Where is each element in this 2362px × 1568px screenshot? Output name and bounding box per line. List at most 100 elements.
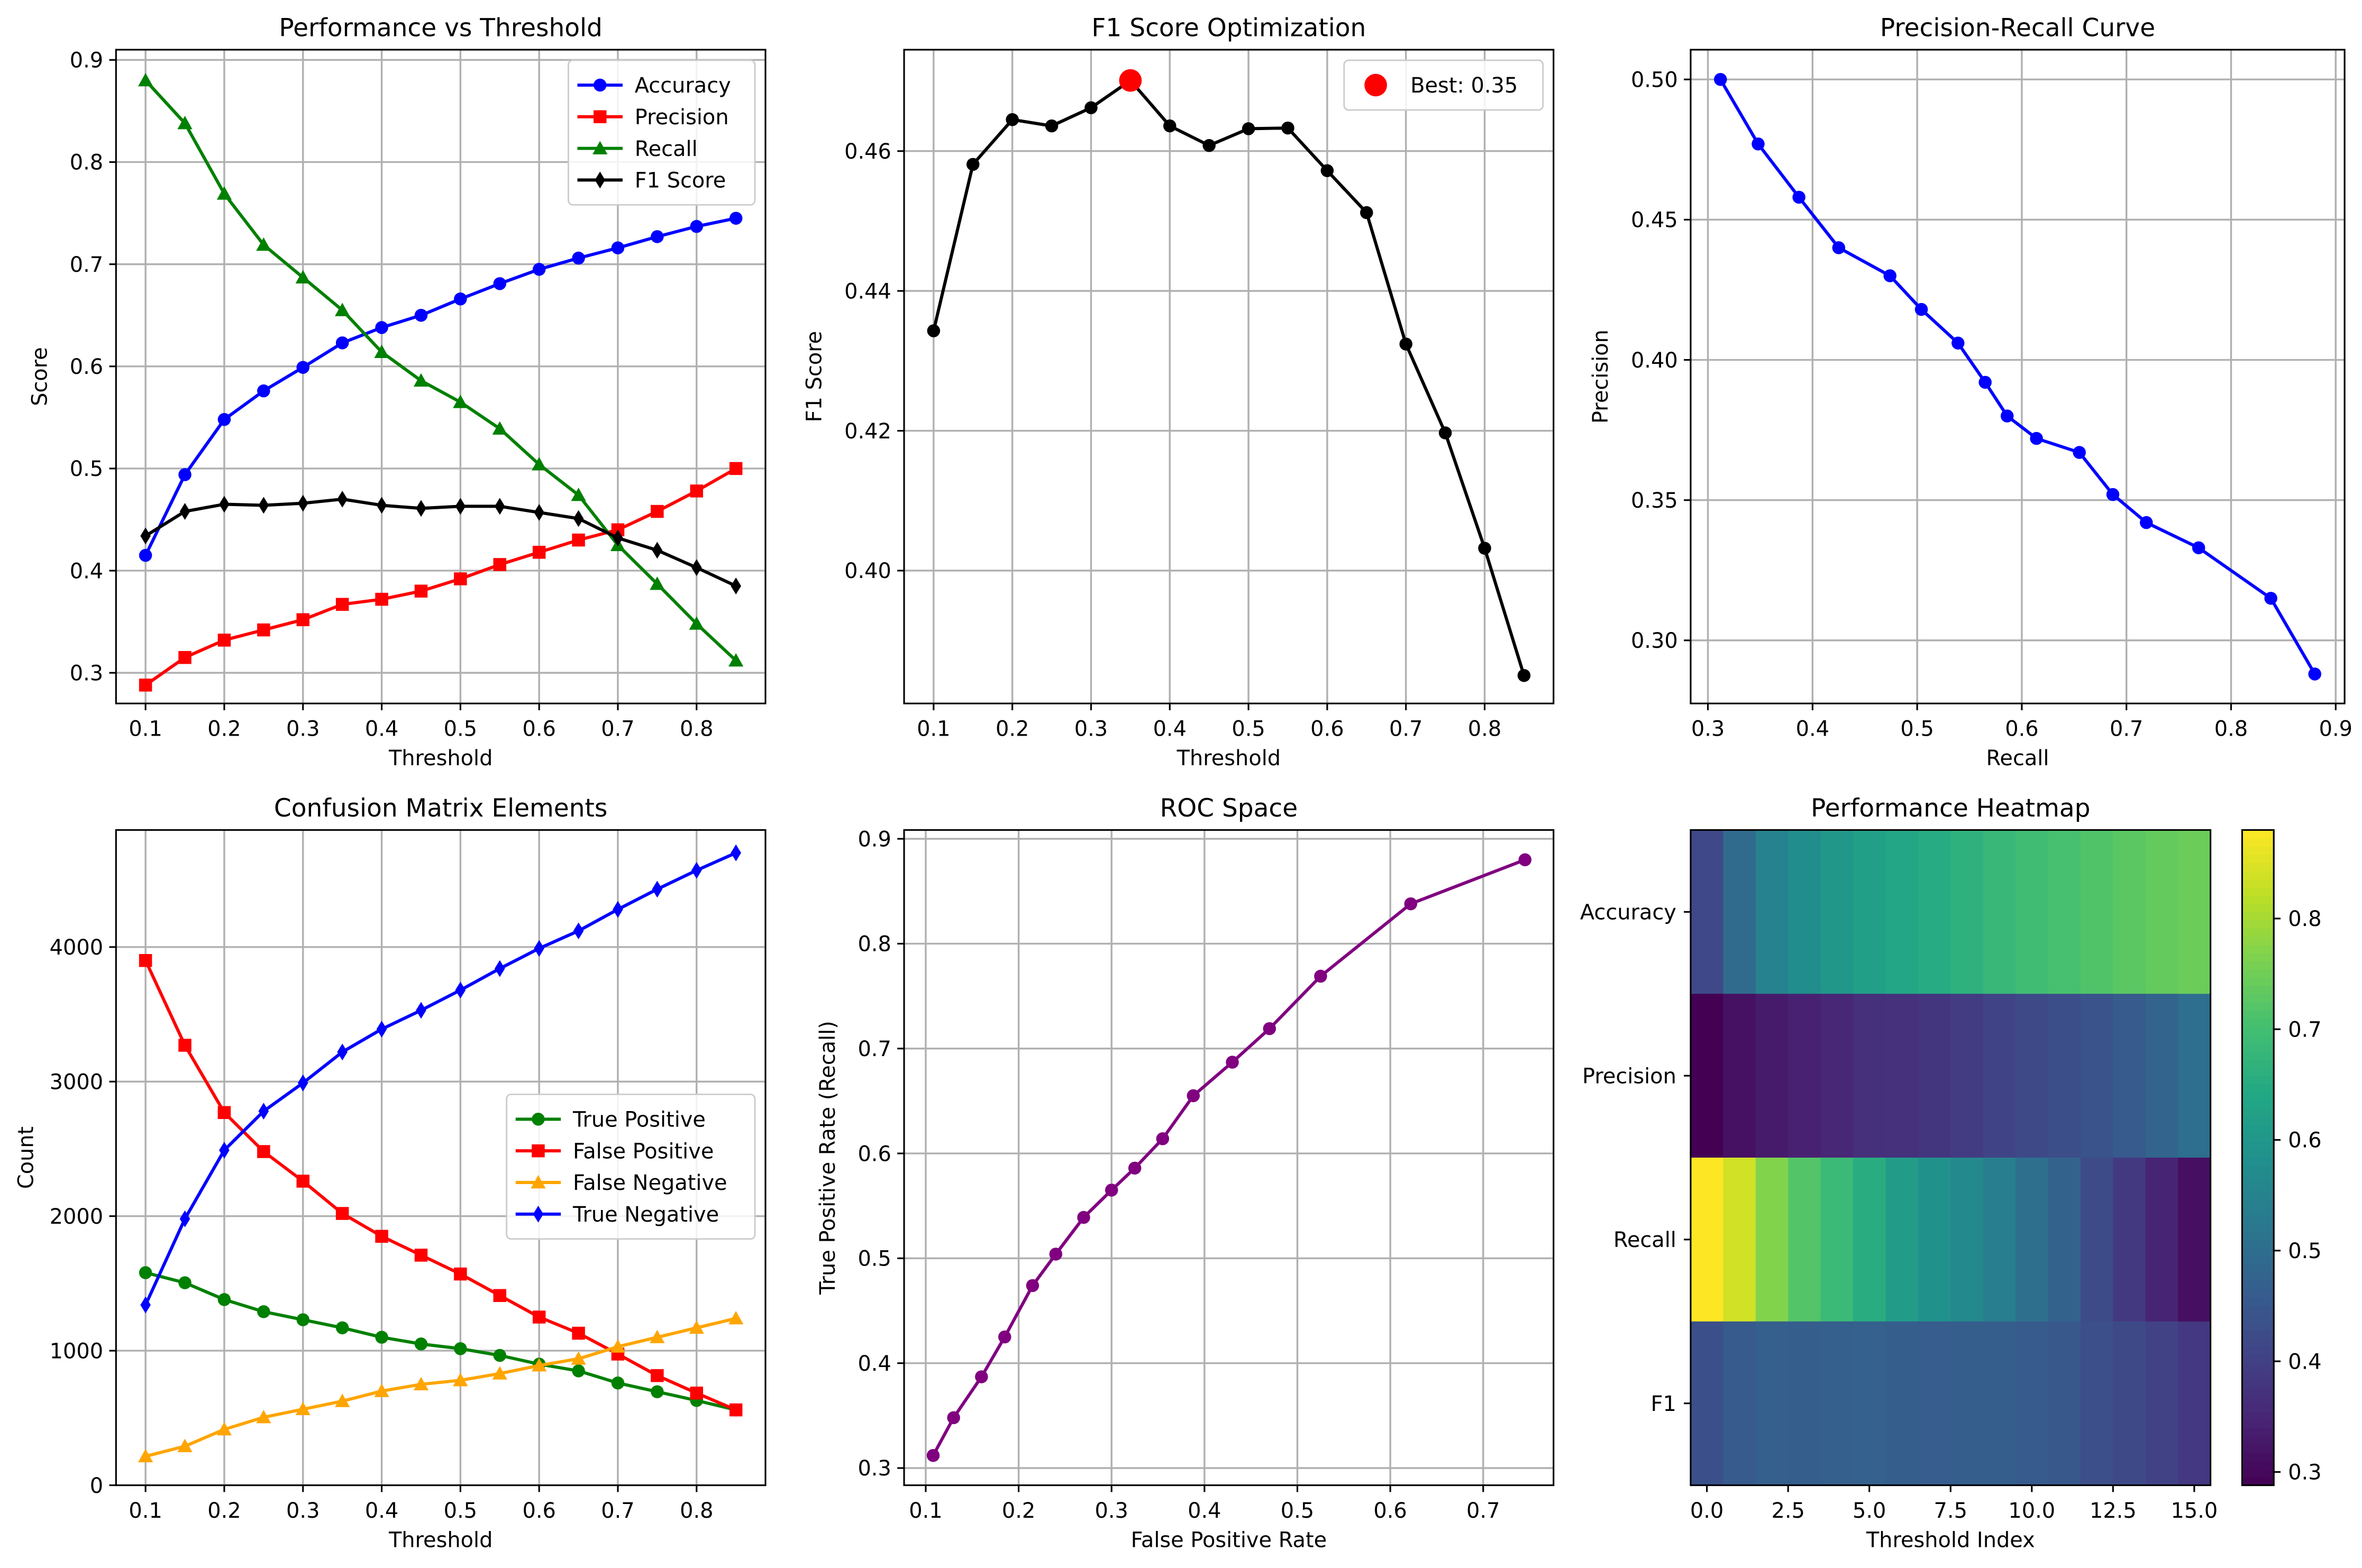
- heatmap-cell: [1853, 1321, 1886, 1486]
- data-point: [690, 1386, 704, 1400]
- data-point: [492, 421, 507, 435]
- x-tick-label: 0.3: [286, 1499, 320, 1523]
- heatmap-cell: [1950, 1321, 1984, 1486]
- heatmap-cell: [1885, 830, 1919, 994]
- data-point: [966, 158, 980, 171]
- data-point: [335, 302, 350, 316]
- x-tick-label: 12.5: [2090, 1499, 2137, 1523]
- colorbar-band: [2242, 985, 2274, 995]
- colorbar-band: [2242, 1231, 2274, 1240]
- colorbar-band: [2242, 903, 2274, 913]
- heatmap-cell: [2178, 994, 2211, 1158]
- legend-label-false-positive: False Positive: [573, 1139, 714, 1163]
- data-point: [296, 613, 309, 627]
- data-point: [178, 1039, 191, 1052]
- x-axis-label: Threshold Index: [1866, 1528, 2035, 1552]
- colorbar-band: [2242, 936, 2274, 946]
- heatmap-cell: [1885, 1321, 1919, 1486]
- data-point: [416, 500, 426, 517]
- colorbar-band: [2242, 1182, 2274, 1191]
- data-point: [374, 1383, 389, 1397]
- data-point: [178, 651, 191, 664]
- y-tick-label: 0: [90, 1474, 103, 1498]
- x-tick-label: 0.5: [1281, 1499, 1314, 1523]
- series-recall: [138, 72, 744, 667]
- colorbar-band: [2242, 863, 2274, 872]
- data-point: [454, 1342, 467, 1355]
- heatmap-cell: [1788, 994, 1821, 1158]
- colorbar-band: [2242, 1010, 2274, 1019]
- colorbar-band: [2242, 895, 2274, 904]
- axes-frame: [903, 49, 1555, 704]
- data-point: [1714, 72, 1727, 86]
- colorbar-band: [2242, 1108, 2274, 1117]
- data-point: [414, 1249, 428, 1262]
- data-point: [454, 572, 467, 585]
- colorbar-tick-label: 0.6: [2288, 1129, 2321, 1153]
- colorbar-band: [2242, 1272, 2274, 1281]
- colorbar-band: [2242, 830, 2274, 839]
- data-point: [494, 960, 505, 977]
- x-axis-label: Threshold: [1177, 746, 1281, 771]
- heatmap-cell: [1723, 1157, 1756, 1322]
- legend-marker: [532, 1144, 545, 1158]
- data-point: [139, 954, 152, 967]
- x-tick-label: 0.3: [1095, 1499, 1128, 1523]
- colorbar-tick-label: 0.7: [2288, 1017, 2321, 1042]
- data-point: [178, 468, 191, 481]
- data-point: [611, 1376, 625, 1390]
- heatmap-cell: [1755, 830, 1789, 994]
- heatmap-cell: [2016, 830, 2049, 994]
- data-point: [257, 1305, 270, 1318]
- data-point: [1399, 337, 1412, 351]
- x-tick-label: 7.5: [1934, 1499, 1967, 1523]
- heatmap-cell: [2080, 1157, 2113, 1322]
- legend-label-precision: Precision: [635, 105, 729, 130]
- axes-frame: [115, 829, 767, 1487]
- chart-performance-heatmap: Accuracy Precision Recall F1 0.0 2.5 5.0 7.5 10.…: [1580, 794, 2322, 1552]
- colorbar-band: [2242, 1166, 2274, 1175]
- heatmap-cell: [2178, 1157, 2211, 1322]
- y-axis-label: Precision: [1589, 329, 1613, 424]
- x-tick-label: 0.6: [1310, 717, 1344, 741]
- data-point: [376, 497, 387, 514]
- data-point: [571, 488, 586, 501]
- heatmap-cell: [1723, 830, 1756, 994]
- series-line: [144, 851, 737, 1306]
- x-tick-label: 0.4: [1796, 717, 1829, 741]
- data-point: [374, 344, 389, 359]
- data-point: [139, 678, 152, 692]
- data-point: [689, 1320, 704, 1334]
- legend-marker: [593, 110, 607, 123]
- colorbar-band: [2242, 1149, 2274, 1158]
- plot-area: [904, 830, 1554, 1486]
- chart-title: ROC Space: [1160, 794, 1298, 823]
- data-point: [652, 542, 663, 559]
- data-point: [177, 115, 193, 130]
- legend-label-recall: Recall: [635, 137, 698, 161]
- x-tick-label: 15.0: [2171, 1499, 2218, 1523]
- data-point: [1438, 426, 1452, 439]
- data-point: [178, 1276, 191, 1289]
- data-point: [414, 584, 428, 598]
- heatmap-cell: [2113, 1157, 2146, 1322]
- data-point: [297, 494, 308, 512]
- data-point: [140, 1296, 151, 1314]
- series-line: [145, 1271, 736, 1411]
- data-point: [610, 1339, 626, 1353]
- heatmap-cell: [2178, 830, 2211, 994]
- series-line: [145, 1317, 736, 1458]
- x-tick-label: 0.8: [1468, 717, 1501, 741]
- data-point: [1478, 542, 1491, 555]
- series-accuracy: [139, 212, 743, 562]
- colorbar-band: [2242, 854, 2274, 864]
- colorbar-band: [2242, 1059, 2274, 1068]
- colorbar-band: [2242, 1354, 2274, 1363]
- colorbar-tick-label: 0.4: [2288, 1350, 2321, 1374]
- y-tick-label: 0.8: [858, 932, 891, 957]
- colorbar-band: [2242, 1329, 2274, 1338]
- data-point: [651, 230, 664, 243]
- heatmap-cell: [1788, 1321, 1821, 1486]
- data-point: [1320, 164, 1334, 177]
- data-point: [375, 1331, 388, 1344]
